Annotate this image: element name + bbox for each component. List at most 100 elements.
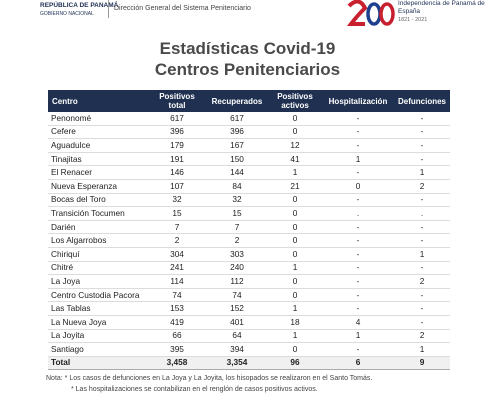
table-row: Nueva Esperanza 107 84 21 0 2 xyxy=(48,179,450,194)
title-line: Estadísticas Covid-19 xyxy=(159,39,336,58)
note: * Las hospitalizaciones se contabilizan … xyxy=(71,386,318,393)
title-line: Centros Penitenciarios xyxy=(154,60,341,79)
bicentennial-logo xyxy=(346,0,395,26)
center-name: Aguadulce xyxy=(48,138,148,153)
center-name: La Joyita xyxy=(48,329,148,344)
table-row: Cefere 396 396 0- - xyxy=(48,125,450,140)
cell: 150 xyxy=(206,152,268,167)
center-name: Nueva Esperanza xyxy=(48,179,148,194)
anniversary-block: Independencia de Panamá de España 1821 -… xyxy=(398,0,488,24)
cell: 419 xyxy=(148,315,206,330)
cell: 12 xyxy=(268,138,322,153)
cell: - xyxy=(322,193,394,208)
table-row: Darién 7 7 0- - xyxy=(48,220,450,235)
cell: 0 xyxy=(268,193,322,208)
cell: 304 xyxy=(148,247,206,262)
cell: - xyxy=(394,261,450,276)
center-name: La Nueva Joya xyxy=(48,315,148,330)
table-row: Penonomé 617 617 0- - xyxy=(48,112,450,126)
table-row: Santiago 395 394 0-1 xyxy=(48,342,450,357)
cell: 0 xyxy=(322,179,394,194)
cell: 144 xyxy=(206,165,268,180)
stats-table: Centro Positivos total Recuperados Positivo… xyxy=(48,90,450,371)
cell: 146 xyxy=(148,165,206,180)
cell: 4 xyxy=(322,315,394,330)
cell: 21 xyxy=(268,179,322,194)
cell: 0 xyxy=(268,233,322,248)
cell: - xyxy=(322,342,394,357)
cell: 0 xyxy=(268,288,322,303)
department: Dirección General del Sistema Penitencia… xyxy=(114,5,251,12)
column-header: Recuperados xyxy=(206,90,268,112)
center-name: El Renacer xyxy=(48,165,148,180)
table-row: Chitré 241 240 1- - xyxy=(48,261,450,276)
cell: 1 xyxy=(322,329,394,344)
cell: 2 xyxy=(394,179,450,194)
cell: - xyxy=(322,288,394,303)
center-name: Tinajitas xyxy=(48,152,148,167)
header: REPÚBLICA DE PANAMÁ GOBIERNO NACIONAL Di… xyxy=(0,0,495,30)
column-header: Hospitalización xyxy=(322,90,394,112)
cell: 1 xyxy=(268,261,322,276)
cell: 191 xyxy=(148,152,206,167)
cell: 2 xyxy=(394,329,450,344)
center-name: Las Tablas xyxy=(48,301,148,316)
table-row: El Renacer 146 144 1-1 xyxy=(48,165,450,180)
cell: 240 xyxy=(206,261,268,276)
cell: 396 xyxy=(206,125,268,140)
table-row: Transición Tocumen 15 15 0.. xyxy=(48,206,450,221)
cell: 401 xyxy=(206,315,268,330)
table-row: Chiriquí 304 303 0-1 xyxy=(48,247,450,262)
table-row: Las Tablas 153 152 1- - xyxy=(48,301,450,316)
cell: - xyxy=(394,125,450,140)
cell: 0 xyxy=(268,274,322,289)
cell: 1 xyxy=(394,342,450,357)
cell: 64 xyxy=(206,329,268,344)
column-header: Centro xyxy=(48,90,148,112)
country: REPÚBLICA DE PANAMÁ xyxy=(40,2,119,9)
total-row: Total 3,458 3,354 96 6 9 xyxy=(48,356,450,371)
cell: 241 xyxy=(148,261,206,276)
cell: 74 xyxy=(206,288,268,303)
note: Nota: * Los casos de defunciones en La J… xyxy=(46,375,373,382)
cell: - xyxy=(322,138,394,153)
cell: 7 xyxy=(148,220,206,235)
cell: 32 xyxy=(148,193,206,208)
cell: 1 xyxy=(394,247,450,262)
center-name: Darién xyxy=(48,220,148,235)
cell: 32 xyxy=(206,193,268,208)
cell: 15 xyxy=(206,206,268,221)
table-row: Aguadulce 179 167 12- - xyxy=(48,138,450,153)
column-header: Positivos total xyxy=(148,90,206,112)
cell: - xyxy=(322,274,394,289)
cell: 1 xyxy=(268,301,322,316)
cell: 1 xyxy=(268,165,322,180)
cell: 74 xyxy=(148,288,206,303)
total-cell: 96 xyxy=(268,356,322,371)
total-cell: 9 xyxy=(394,356,450,371)
cell: - xyxy=(394,220,450,235)
cell: 179 xyxy=(148,138,206,153)
cell: - xyxy=(394,301,450,316)
cell: - xyxy=(322,220,394,235)
cell: 152 xyxy=(206,301,268,316)
cell: 0 xyxy=(268,125,322,140)
cell: - xyxy=(394,288,450,303)
table-head: Centro Positivos total Recuperados Positivo… xyxy=(48,90,450,112)
cell: 66 xyxy=(148,329,206,344)
cell: 617 xyxy=(148,112,206,126)
center-name: Penonomé xyxy=(48,112,148,126)
column-header: Defunciones xyxy=(394,90,450,112)
cell: - xyxy=(322,301,394,316)
cell: - xyxy=(394,315,450,330)
cell: 2 xyxy=(148,233,206,248)
center-name: Centro Custodia Pacora xyxy=(48,288,148,303)
cell: 114 xyxy=(148,274,206,289)
cell: 1 xyxy=(322,152,394,167)
cell: - xyxy=(322,112,394,126)
total-cell: 3,458 xyxy=(148,356,206,371)
center-name: Santiago xyxy=(48,342,148,357)
center-name: Bocas del Toro xyxy=(48,193,148,208)
cell: - xyxy=(322,125,394,140)
